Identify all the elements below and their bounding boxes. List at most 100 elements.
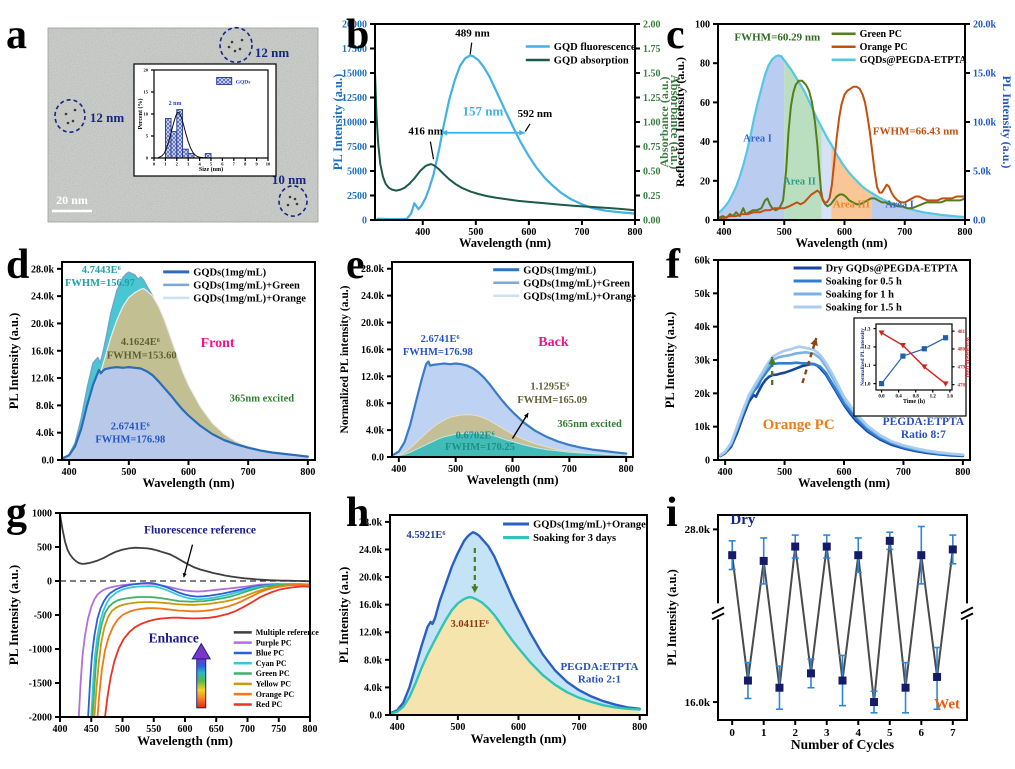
svg-text:Area I: Area I bbox=[885, 199, 914, 210]
svg-text:40: 40 bbox=[700, 137, 710, 148]
svg-text:Yellow PC: Yellow PC bbox=[256, 679, 292, 688]
svg-text:2.6741E⁶: 2.6741E⁶ bbox=[421, 334, 460, 345]
svg-text:1: 1 bbox=[761, 727, 767, 739]
svg-text:FWHM=176.98: FWHM=176.98 bbox=[403, 347, 473, 358]
svg-text:600: 600 bbox=[178, 724, 193, 735]
svg-text:500: 500 bbox=[450, 722, 465, 733]
svg-text:Orange PC: Orange PC bbox=[763, 417, 835, 433]
svg-text:20: 20 bbox=[700, 176, 710, 187]
svg-text:e: e bbox=[346, 242, 365, 288]
svg-text:Green PC: Green PC bbox=[860, 29, 902, 40]
svg-text:GQD absorption: GQD absorption bbox=[554, 56, 629, 67]
svg-text:24.0k: 24.0k bbox=[359, 545, 383, 556]
svg-text:600: 600 bbox=[837, 467, 852, 478]
svg-text:15.0k: 15.0k bbox=[973, 69, 997, 80]
svg-text:1000: 1000 bbox=[32, 509, 52, 520]
svg-text:800: 800 bbox=[632, 722, 647, 733]
svg-text:4.1624E⁶: 4.1624E⁶ bbox=[121, 337, 160, 348]
svg-text:450: 450 bbox=[84, 724, 99, 735]
svg-text:8.0k: 8.0k bbox=[364, 655, 383, 666]
svg-text:PL Intensity (a.u.): PL Intensity (a.u.) bbox=[6, 565, 21, 665]
svg-text:PL Intensity (a.u.): PL Intensity (a.u.) bbox=[331, 74, 345, 171]
svg-text:15: 15 bbox=[144, 90, 149, 95]
svg-text:20.0k: 20.0k bbox=[359, 573, 383, 584]
svg-text:416 nm: 416 nm bbox=[408, 126, 443, 138]
svg-text:5.0k: 5.0k bbox=[973, 167, 992, 178]
svg-text:1: 1 bbox=[164, 162, 167, 167]
svg-text:400: 400 bbox=[415, 227, 430, 238]
svg-text:10k: 10k bbox=[694, 422, 710, 433]
svg-text:600: 600 bbox=[511, 722, 526, 733]
svg-text:500: 500 bbox=[448, 464, 463, 475]
svg-text:30k: 30k bbox=[694, 356, 710, 367]
svg-text:Normalized PL Intensity: Normalized PL Intensity bbox=[860, 328, 866, 386]
svg-text:2.6741E⁶: 2.6741E⁶ bbox=[111, 421, 150, 432]
svg-text:Wavelength (nm): Wavelength (nm) bbox=[459, 236, 551, 250]
svg-text:8: 8 bbox=[244, 162, 247, 167]
svg-text:489 nm: 489 nm bbox=[455, 28, 490, 40]
svg-text:478: 478 bbox=[958, 383, 966, 388]
svg-text:12.0k: 12.0k bbox=[359, 628, 383, 639]
svg-text:-1000: -1000 bbox=[29, 645, 52, 656]
svg-text:20 nm: 20 nm bbox=[56, 193, 88, 207]
svg-text:Blue PC: Blue PC bbox=[256, 649, 284, 658]
svg-text:16.0k: 16.0k bbox=[685, 697, 711, 709]
svg-text:500: 500 bbox=[777, 467, 792, 478]
svg-text:479: 479 bbox=[958, 366, 966, 371]
panel-i-svg: 0 1 2 3 4 5 6 7 Number of Cycles 28.0k 16.0k PL Int… bbox=[665, 490, 974, 752]
svg-text:FWHM=170.25: FWHM=170.25 bbox=[445, 442, 515, 453]
svg-text:0.50: 0.50 bbox=[643, 167, 661, 178]
svg-text:Ratio 2:1: Ratio 2:1 bbox=[578, 674, 621, 686]
svg-text:1.1295E⁶: 1.1295E⁶ bbox=[530, 382, 569, 393]
svg-text:20k: 20k bbox=[694, 389, 710, 400]
svg-text:0.0: 0.0 bbox=[42, 456, 55, 467]
svg-text:600: 600 bbox=[521, 227, 536, 238]
svg-text:60: 60 bbox=[700, 98, 710, 109]
svg-text:2.00: 2.00 bbox=[643, 20, 661, 31]
svg-text:24.0k: 24.0k bbox=[31, 292, 55, 303]
svg-text:7: 7 bbox=[950, 727, 956, 739]
svg-text:700: 700 bbox=[240, 724, 255, 735]
svg-text:7500: 7500 bbox=[347, 142, 367, 153]
panel-g-svg: 400 450 500 550 600 650 700 750 800 Wavelength (n… bbox=[6, 490, 319, 748]
svg-text:700: 700 bbox=[574, 227, 589, 238]
svg-text:GQDs: GQDs bbox=[236, 79, 251, 85]
svg-text:12.0k: 12.0k bbox=[31, 374, 55, 385]
svg-text:12 nm: 12 nm bbox=[255, 45, 289, 60]
svg-text:GQDs(1mg/mL)+Orange: GQDs(1mg/mL)+Orange bbox=[193, 293, 306, 304]
svg-text:Absorbance (a.u.): Absorbance (a.u.) bbox=[668, 75, 682, 170]
svg-text:Orange PC: Orange PC bbox=[860, 42, 908, 53]
svg-text:0.25: 0.25 bbox=[643, 191, 661, 202]
svg-text:1.3: 1.3 bbox=[864, 327, 871, 332]
svg-text:480: 480 bbox=[958, 348, 966, 353]
svg-text:0.4: 0.4 bbox=[896, 395, 903, 400]
svg-text:500: 500 bbox=[468, 227, 483, 238]
svg-text:FWHM=176.98: FWHM=176.98 bbox=[95, 435, 165, 446]
svg-text:400: 400 bbox=[718, 467, 733, 478]
svg-text:1.25: 1.25 bbox=[643, 93, 661, 104]
svg-text:g: g bbox=[6, 490, 27, 536]
svg-text:2: 2 bbox=[792, 727, 798, 739]
svg-text:800: 800 bbox=[619, 464, 634, 475]
svg-text:400: 400 bbox=[390, 722, 405, 733]
svg-text:400: 400 bbox=[717, 227, 732, 238]
svg-text:8.0k: 8.0k bbox=[36, 401, 55, 412]
svg-text:3: 3 bbox=[824, 727, 830, 739]
svg-text:80: 80 bbox=[700, 59, 710, 70]
svg-text:550: 550 bbox=[146, 724, 161, 735]
svg-text:Wavelength (nm): Wavelength (nm) bbox=[471, 731, 567, 746]
svg-text:157 nm: 157 nm bbox=[462, 104, 503, 119]
svg-text:PEGDA:ETPTA: PEGDA:ETPTA bbox=[883, 416, 965, 428]
svg-text:600: 600 bbox=[181, 467, 196, 478]
svg-text:60k: 60k bbox=[694, 256, 710, 267]
svg-text:0.00: 0.00 bbox=[643, 216, 661, 227]
svg-text:700: 700 bbox=[572, 722, 587, 733]
svg-text:FWHM=66.43 nm: FWHM=66.43 nm bbox=[873, 126, 959, 138]
svg-text:20.0k: 20.0k bbox=[973, 20, 997, 31]
panel-c-svg: 400 500 600 700 800 Wavelength (nm) 0 20 40 60 80 1… bbox=[657, 12, 1014, 250]
svg-text:800: 800 bbox=[303, 724, 318, 735]
svg-text:Ratio 8:7: Ratio 8:7 bbox=[901, 429, 946, 441]
svg-text:2 nm: 2 nm bbox=[169, 101, 182, 107]
svg-text:28.0k: 28.0k bbox=[361, 264, 385, 275]
